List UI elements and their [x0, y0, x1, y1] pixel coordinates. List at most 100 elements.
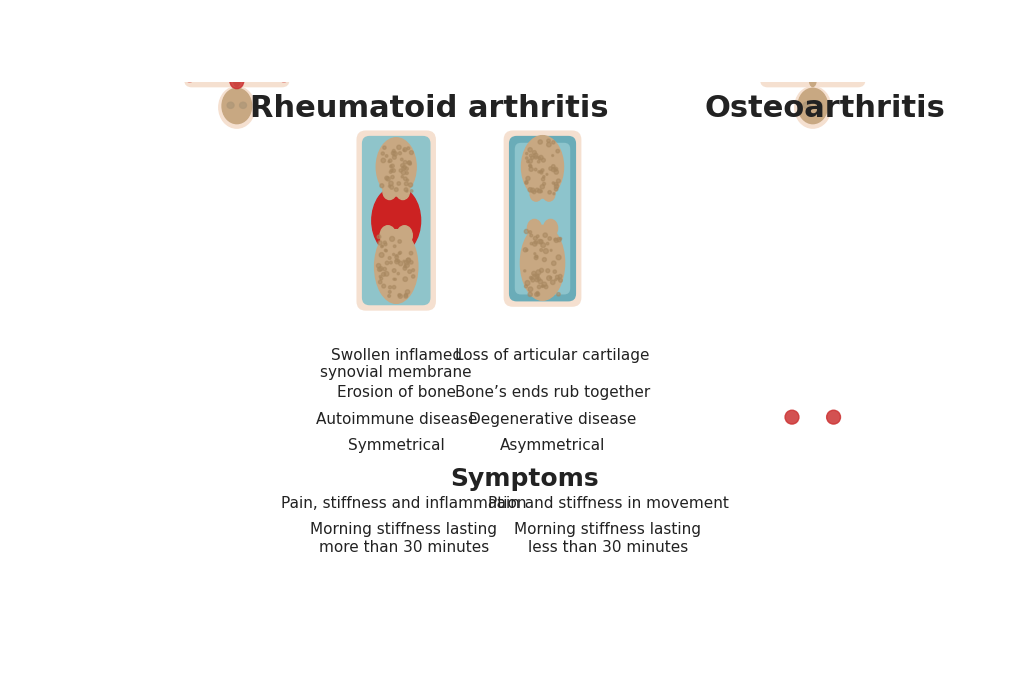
Circle shape	[381, 158, 385, 163]
Ellipse shape	[222, 88, 252, 124]
Circle shape	[393, 278, 395, 280]
Circle shape	[389, 165, 392, 167]
Ellipse shape	[815, 102, 822, 109]
Circle shape	[383, 146, 386, 150]
Circle shape	[526, 176, 530, 180]
FancyBboxPatch shape	[230, 35, 244, 41]
Circle shape	[393, 152, 397, 156]
Circle shape	[532, 242, 537, 246]
Ellipse shape	[803, 102, 810, 109]
Circle shape	[535, 241, 538, 244]
Circle shape	[390, 236, 394, 241]
FancyBboxPatch shape	[806, 50, 820, 57]
Circle shape	[381, 245, 383, 248]
Circle shape	[528, 159, 532, 163]
FancyBboxPatch shape	[760, 0, 865, 87]
Ellipse shape	[219, 87, 255, 128]
Circle shape	[386, 177, 390, 181]
FancyBboxPatch shape	[229, 66, 244, 72]
Circle shape	[538, 161, 540, 163]
FancyBboxPatch shape	[229, 50, 244, 57]
Circle shape	[398, 240, 401, 243]
Circle shape	[524, 285, 527, 288]
Circle shape	[553, 270, 556, 273]
Circle shape	[378, 241, 382, 245]
Circle shape	[525, 249, 528, 251]
Circle shape	[388, 161, 390, 163]
Circle shape	[534, 153, 538, 158]
Circle shape	[528, 148, 532, 152]
FancyBboxPatch shape	[229, 58, 244, 64]
FancyBboxPatch shape	[807, 12, 819, 18]
Circle shape	[554, 169, 557, 171]
Circle shape	[388, 290, 391, 293]
Circle shape	[398, 252, 400, 255]
Circle shape	[539, 279, 543, 284]
Circle shape	[377, 264, 381, 268]
FancyBboxPatch shape	[230, 4, 243, 11]
Circle shape	[391, 176, 394, 179]
Circle shape	[530, 156, 534, 159]
Circle shape	[528, 287, 532, 292]
Circle shape	[536, 270, 541, 275]
Circle shape	[382, 245, 384, 247]
Text: Morning stiffness lasting
more than 30 minutes: Morning stiffness lasting more than 30 m…	[310, 522, 498, 555]
Circle shape	[390, 164, 394, 168]
Circle shape	[543, 176, 545, 178]
FancyBboxPatch shape	[361, 136, 430, 305]
Circle shape	[388, 257, 391, 260]
Circle shape	[389, 181, 393, 186]
Circle shape	[551, 168, 555, 171]
Text: Morning stiffness lasting
less than 30 minutes: Morning stiffness lasting less than 30 m…	[514, 522, 701, 555]
Circle shape	[559, 238, 561, 240]
Circle shape	[540, 249, 543, 251]
Circle shape	[548, 191, 551, 194]
Circle shape	[400, 164, 404, 167]
Circle shape	[393, 245, 396, 247]
Circle shape	[542, 158, 546, 162]
Ellipse shape	[380, 226, 395, 245]
Circle shape	[554, 238, 558, 242]
Circle shape	[548, 237, 552, 240]
Ellipse shape	[376, 138, 416, 196]
Circle shape	[406, 290, 410, 294]
Ellipse shape	[543, 187, 555, 201]
Circle shape	[528, 188, 532, 192]
Circle shape	[377, 235, 381, 238]
Circle shape	[408, 270, 412, 273]
Ellipse shape	[182, 68, 197, 82]
Ellipse shape	[174, 0, 185, 11]
Circle shape	[384, 243, 387, 246]
Circle shape	[538, 171, 540, 173]
Ellipse shape	[527, 219, 542, 237]
Circle shape	[558, 278, 560, 280]
Circle shape	[383, 267, 386, 270]
FancyBboxPatch shape	[230, 12, 243, 18]
Text: Bone’s ends rub together: Bone’s ends rub together	[455, 385, 650, 400]
Circle shape	[538, 285, 541, 289]
Circle shape	[379, 280, 382, 284]
Circle shape	[391, 151, 395, 155]
Circle shape	[382, 273, 385, 277]
Circle shape	[530, 277, 534, 280]
Circle shape	[557, 292, 560, 296]
Circle shape	[403, 161, 407, 164]
Circle shape	[552, 182, 555, 184]
Circle shape	[540, 184, 545, 189]
Circle shape	[542, 178, 545, 181]
Ellipse shape	[233, 71, 241, 87]
Circle shape	[529, 277, 532, 279]
Circle shape	[539, 156, 543, 160]
Circle shape	[382, 284, 386, 288]
Circle shape	[394, 279, 396, 281]
Circle shape	[552, 165, 555, 168]
Ellipse shape	[798, 88, 827, 124]
Circle shape	[558, 275, 562, 278]
Circle shape	[406, 190, 408, 192]
Ellipse shape	[865, 1, 873, 10]
Text: Loss of articular cartilage: Loss of articular cartilage	[456, 348, 650, 363]
Circle shape	[552, 141, 555, 144]
FancyBboxPatch shape	[807, 4, 819, 11]
Circle shape	[530, 278, 535, 282]
Ellipse shape	[278, 68, 291, 82]
